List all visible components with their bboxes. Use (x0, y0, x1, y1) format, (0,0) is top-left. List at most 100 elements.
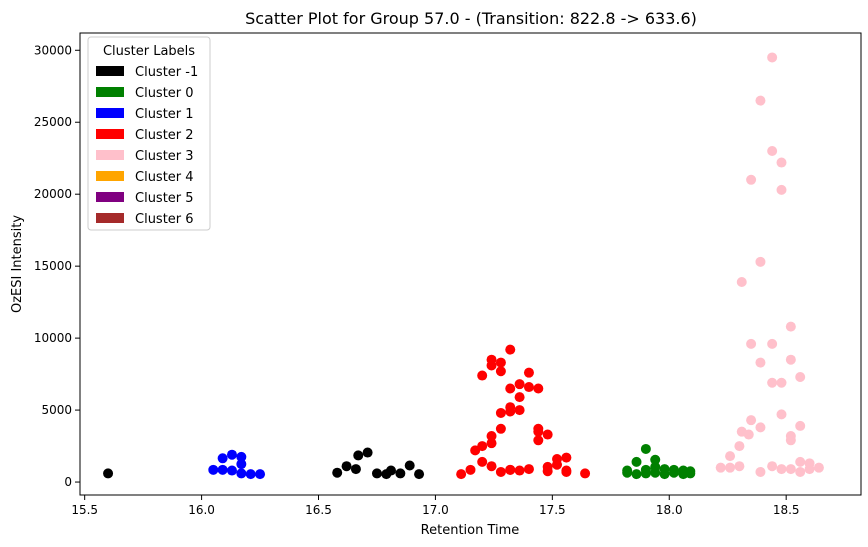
data-point (217, 453, 228, 464)
y-axis-label: OzESI Intensity (10, 215, 25, 313)
y-tick-label: 10000 (34, 331, 72, 345)
data-point (341, 461, 352, 472)
data-point (236, 459, 247, 470)
data-point (477, 370, 488, 381)
legend-label: Cluster -1 (135, 65, 198, 80)
data-point (495, 407, 506, 418)
legend-label: Cluster 5 (135, 191, 194, 206)
data-point (350, 464, 361, 475)
legend-label: Cluster 6 (135, 212, 194, 227)
data-point (746, 415, 757, 426)
data-point (734, 461, 745, 472)
data-point (622, 465, 633, 476)
data-point (505, 383, 516, 394)
data-point (477, 456, 488, 467)
legend-swatch (96, 171, 124, 181)
y-tick-label: 15000 (34, 259, 72, 273)
y-tick-label: 30000 (34, 43, 72, 57)
legend-box (87, 36, 211, 231)
data-point (650, 461, 661, 472)
data-point (785, 321, 796, 332)
data-point (734, 441, 745, 452)
legend-swatch (96, 87, 124, 97)
data-point (542, 461, 553, 472)
chart-title: Scatter Plot for Group 57.0 - (Transitio… (245, 9, 697, 28)
data-point (208, 464, 219, 475)
data-point (404, 460, 415, 471)
data-point (514, 465, 525, 476)
data-point (776, 409, 787, 420)
legend-label: Cluster 0 (135, 86, 194, 101)
data-point (767, 338, 778, 349)
legend-swatch (96, 150, 124, 160)
data-point (217, 464, 228, 475)
data-point (767, 146, 778, 157)
data-point (725, 451, 736, 462)
data-point (640, 464, 651, 475)
legend-items: Cluster -1 Cluster 0 Cluster 1 Cluster 2 Clu… (96, 65, 198, 227)
legend-label: Cluster 4 (135, 170, 194, 185)
data-point (755, 95, 766, 106)
data-point (456, 469, 467, 480)
data-point (477, 441, 488, 452)
data-point (495, 366, 506, 377)
data-point (414, 469, 425, 480)
plot-area (103, 52, 824, 480)
data-point (795, 420, 806, 431)
data-point (659, 464, 670, 475)
legend-label: Cluster 1 (135, 107, 194, 122)
legend-swatch (96, 192, 124, 202)
data-point (495, 423, 506, 434)
data-point (245, 469, 256, 480)
data-point (236, 451, 247, 462)
legend-label: Cluster 2 (135, 128, 194, 143)
legend-swatch (96, 129, 124, 139)
data-point (725, 462, 736, 473)
data-point (785, 354, 796, 365)
x-tick-label: 17.5 (539, 503, 566, 517)
data-point (465, 464, 476, 475)
data-point (486, 430, 497, 441)
data-point (505, 402, 516, 413)
data-point (226, 465, 237, 476)
data-point (523, 367, 534, 378)
data-point (533, 423, 544, 434)
data-point (640, 443, 651, 454)
y-tick-label: 20000 (34, 187, 72, 201)
data-point (776, 157, 787, 168)
data-point (542, 429, 553, 440)
data-point (353, 450, 364, 461)
data-point (668, 464, 679, 475)
data-point (495, 357, 506, 368)
data-point (743, 429, 754, 440)
data-point (755, 357, 766, 368)
data-point (552, 454, 563, 465)
data-point (533, 383, 544, 394)
data-point (755, 256, 766, 267)
x-tick-label: 17.0 (422, 503, 449, 517)
legend-title: Cluster Labels (103, 44, 195, 59)
x-tick-label: 15.5 (71, 503, 98, 517)
legend-label: Cluster 3 (135, 149, 194, 164)
data-point (255, 469, 266, 480)
data-point (755, 422, 766, 433)
data-point (580, 468, 591, 479)
data-point (533, 435, 544, 446)
data-point (486, 438, 497, 449)
y-tick-label: 25000 (34, 115, 72, 129)
data-point (514, 379, 525, 390)
data-point (631, 469, 642, 480)
x-axis: 15.5 16.0 16.5 17.0 17.5 18.0 18.5 (71, 495, 800, 517)
data-point (785, 430, 796, 441)
data-point (514, 405, 525, 416)
data-point (785, 464, 796, 475)
data-point (495, 466, 506, 477)
data-point (631, 456, 642, 467)
y-axis: 0 5000 10000 15000 20000 25000 30000 (34, 43, 80, 489)
data-point (362, 447, 373, 458)
data-point (746, 338, 757, 349)
x-tick-label: 18.5 (773, 503, 800, 517)
data-point (767, 377, 778, 388)
data-point (767, 461, 778, 472)
data-point (804, 458, 815, 469)
